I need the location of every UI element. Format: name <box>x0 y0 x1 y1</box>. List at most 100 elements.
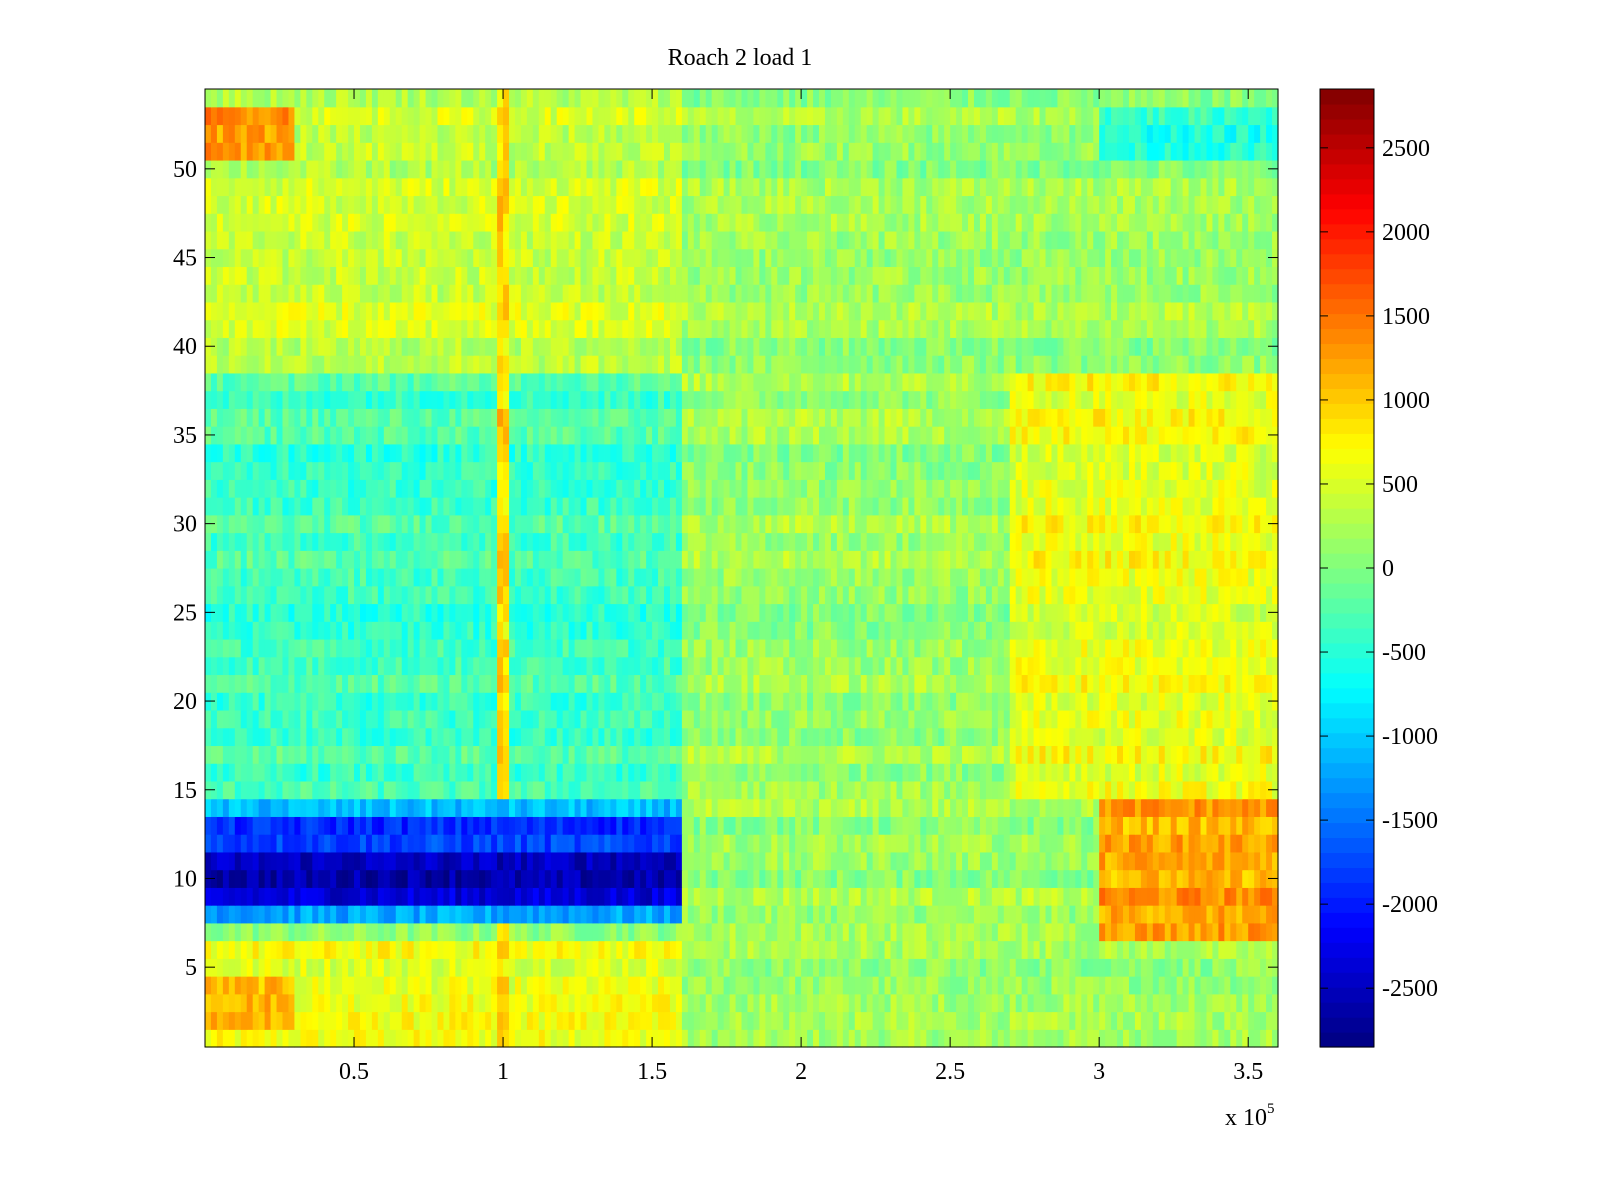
heatmap-cell <box>1206 727 1214 747</box>
heatmap-cell <box>723 798 731 817</box>
heatmap-cell <box>830 869 838 888</box>
heatmap-cell <box>449 993 456 1013</box>
heatmap-cell <box>216 887 224 906</box>
heatmap-cell <box>687 603 695 622</box>
heatmap-cell <box>258 674 266 693</box>
heatmap-cell <box>836 603 844 622</box>
heatmap-cell <box>1015 816 1023 835</box>
heatmap-cell <box>968 763 975 782</box>
heatmap-cell <box>234 780 242 800</box>
heatmap-cell <box>491 603 498 622</box>
heatmap-cell <box>210 976 218 995</box>
heatmap-cell <box>443 745 450 764</box>
heatmap-cell <box>962 834 969 853</box>
heatmap-cell <box>348 568 355 587</box>
heatmap-cell <box>616 798 623 817</box>
heatmap-cell <box>377 763 385 782</box>
heatmap-cell <box>1128 780 1136 800</box>
heatmap-cell <box>383 940 391 959</box>
heatmap-cell <box>1140 905 1148 924</box>
heatmap-cell <box>902 851 910 871</box>
heatmap-cell <box>473 869 480 888</box>
heatmap-cell <box>1194 887 1202 906</box>
heatmap-cell <box>795 709 802 729</box>
heatmap-cell <box>1254 638 1261 658</box>
heatmap-cell <box>282 834 290 853</box>
heatmap-cell <box>759 709 766 729</box>
heatmap-cell <box>276 1029 284 1048</box>
heatmap-cell <box>365 940 373 959</box>
heatmap-cell <box>735 550 743 569</box>
heatmap-cell <box>1182 585 1190 605</box>
heatmap-cell <box>300 674 307 693</box>
heatmap-cell <box>419 958 427 977</box>
heatmap-cell <box>401 976 409 995</box>
heatmap-cell <box>431 798 439 817</box>
heatmap-cell <box>1218 621 1225 640</box>
heatmap-cell <box>616 958 623 977</box>
heatmap-cell <box>687 976 695 995</box>
heatmap-cell <box>294 780 301 800</box>
heatmap-cell <box>1123 869 1130 888</box>
heatmap-cell <box>1170 834 1178 853</box>
heatmap-cell <box>503 674 510 693</box>
heatmap-cell <box>1081 851 1088 871</box>
heatmap-cell <box>795 940 802 959</box>
heatmap-cell <box>634 621 641 640</box>
heatmap-cell <box>1182 674 1190 693</box>
heatmap-cell <box>813 922 820 942</box>
heatmap-cell <box>1236 851 1243 871</box>
heatmap-cell <box>622 621 629 640</box>
heatmap-cell <box>497 851 504 871</box>
heatmap-cell <box>336 674 343 693</box>
heatmap-cell <box>228 851 236 871</box>
heatmap-cell <box>604 922 611 942</box>
heatmap-cell <box>884 727 892 747</box>
chart-title: Roach 2 load 1 <box>668 45 813 71</box>
heatmap-cell <box>359 780 367 800</box>
heatmap-cell <box>526 993 534 1013</box>
heatmap-cell <box>1081 869 1088 888</box>
heatmap-cell <box>699 550 707 569</box>
heatmap-cell <box>509 922 516 942</box>
heatmap-cell <box>234 869 242 888</box>
heatmap-cell <box>938 834 945 853</box>
heatmap-cell <box>1087 656 1094 676</box>
heatmap-cell <box>1206 656 1214 676</box>
heatmap-cell <box>658 603 665 622</box>
heatmap-cell <box>205 568 212 587</box>
heatmap-cell <box>640 940 647 959</box>
heatmap-cell <box>717 709 725 729</box>
heatmap-cell <box>413 709 421 729</box>
heatmap-cell <box>1069 869 1076 888</box>
heatmap-cell <box>866 887 874 906</box>
heatmap-cell <box>681 922 689 942</box>
heatmap-cell <box>1182 798 1190 817</box>
heatmap-cell <box>1057 638 1064 658</box>
heatmap-cell <box>914 976 921 995</box>
heatmap-cell <box>717 745 725 764</box>
heatmap-cell <box>580 958 588 977</box>
heatmap-cell <box>342 905 349 924</box>
heatmap-cell <box>1266 905 1273 924</box>
heatmap-cell <box>634 727 641 747</box>
heatmap-cell <box>234 763 242 782</box>
heatmap-cell <box>354 674 361 693</box>
heatmap-cell <box>1105 887 1112 906</box>
heatmap-cell <box>449 674 456 693</box>
heatmap-cell <box>926 603 933 622</box>
heatmap-cell <box>985 922 993 942</box>
heatmap-cell <box>270 922 278 942</box>
heatmap-cell <box>604 851 611 871</box>
heatmap-cell <box>485 674 492 693</box>
heatmap-cell <box>473 798 480 817</box>
heatmap-cell <box>407 940 415 959</box>
heatmap-cell <box>860 763 868 782</box>
heatmap-cell <box>902 674 910 693</box>
heatmap-cell <box>824 692 832 711</box>
heatmap-cell <box>413 585 421 605</box>
heatmap-cell <box>783 816 790 835</box>
heatmap-cell <box>526 674 534 693</box>
heatmap-cell <box>1033 745 1041 764</box>
heatmap-cell <box>836 940 844 959</box>
